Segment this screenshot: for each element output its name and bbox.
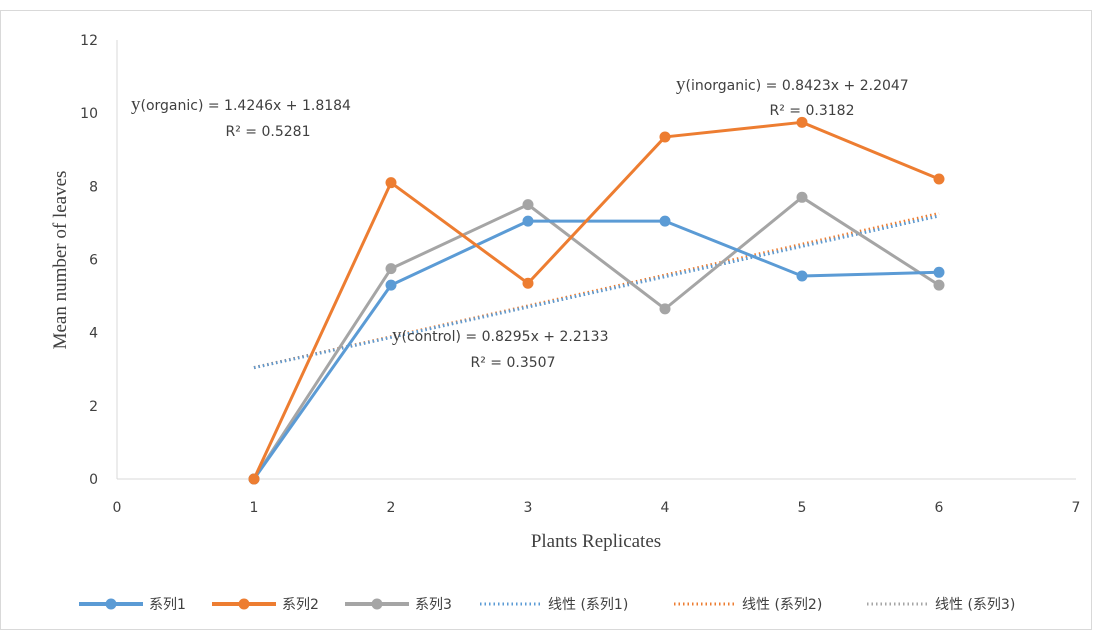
trendlines	[253, 211, 940, 370]
series-1-point	[659, 215, 671, 227]
chart-frame	[0, 10, 1092, 630]
legend-label: 系列1	[149, 597, 186, 613]
x-tick-label: 3	[524, 500, 533, 516]
x-tick-label: 4	[661, 500, 670, 516]
annotation-control-equation: (control) = 0.8295x + 2.2133	[402, 329, 609, 345]
series-3-point	[385, 263, 397, 275]
series-1-line	[252, 219, 940, 480]
series-2-line	[252, 120, 940, 480]
series-2-point	[796, 116, 808, 128]
series-2-point	[522, 277, 534, 289]
series-1-point	[385, 279, 397, 291]
x-tick-label: 2	[387, 500, 396, 516]
legend-item: 线性 (系列3)	[867, 597, 1015, 613]
series-1-point	[933, 266, 945, 278]
x-tick-label: 5	[798, 500, 807, 516]
y-tick-label: 10	[80, 106, 98, 122]
x-tick-label: 0	[113, 500, 122, 516]
annotation-control: y(control) = 0.8295x + 2.2133 R² = 0.350…	[392, 325, 608, 371]
series-3-point	[933, 279, 945, 291]
annotation-inorganic: y(inorganic) = 0.8423x + 2.2047 R² = 0.3…	[676, 74, 909, 119]
series-3-point	[659, 303, 671, 315]
series-3-point	[522, 199, 534, 211]
annotation-inorganic-r2: R² = 0.3182	[770, 103, 855, 119]
annotation-inorganic-equation: (inorganic) = 0.8423x + 2.2047	[686, 78, 909, 94]
annotation-control-y: y	[392, 325, 402, 346]
svg-text:y(inorganic) = 0.8423x + 2.204: y(inorganic) = 0.8423x + 2.2047	[676, 74, 909, 95]
legend-marker	[238, 598, 250, 610]
annotation-organic-r2: R² = 0.5281	[226, 124, 311, 140]
legend: 系列1 系列2 系列3 线性 (系列1) 线性 (系列2) 线性 (系列3)	[79, 597, 1015, 613]
legend-item: 系列2	[212, 597, 319, 613]
annotation-organic: y(organic) = 1.4246x + 1.8184 R² = 0.528…	[131, 94, 351, 140]
legend-label: 线性 (系列3)	[935, 597, 1015, 613]
svg-text:y(control) = 0.8295x + 2.2133: y(control) = 0.8295x + 2.2133	[392, 325, 608, 346]
legend-marker	[105, 598, 117, 610]
series-2-point	[933, 173, 945, 185]
y-tick-label: 0	[89, 472, 98, 488]
x-tick-label: 6	[935, 500, 944, 516]
legend-item: 线性 (系列1)	[480, 597, 628, 613]
y-tick-label: 6	[89, 253, 98, 269]
series-3-point	[796, 191, 808, 203]
legend-label: 系列3	[415, 597, 452, 613]
legend-item: 系列3	[345, 597, 452, 613]
series-markers	[248, 116, 945, 485]
legend-label: 系列2	[282, 597, 319, 613]
legend-label: 线性 (系列1)	[548, 597, 628, 613]
legend-label: 线性 (系列2)	[742, 597, 822, 613]
series-2-point	[659, 131, 671, 143]
y-axis-title: Mean number of leaves	[50, 171, 71, 350]
y-tick-label: 8	[89, 179, 98, 195]
svg-text:y(organic) = 1.4246x + 1.8184: y(organic) = 1.4246x + 1.8184	[131, 94, 351, 115]
x-axis-title: Plants Replicates	[531, 531, 661, 552]
series-lines	[252, 120, 940, 480]
annotation-organic-y: y	[131, 94, 141, 115]
annotation-control-r2: R² = 0.3507	[471, 355, 556, 371]
x-tick-label: 7	[1072, 500, 1081, 516]
annotation-inorganic-y: y	[676, 74, 686, 95]
legend-marker	[371, 598, 383, 610]
series-2-point	[248, 473, 260, 485]
series-2-point	[385, 177, 397, 189]
series-3-line	[252, 195, 940, 480]
annotation-organic-equation: (organic) = 1.4246x + 1.8184	[141, 98, 352, 114]
legend-item: 系列1	[79, 597, 186, 613]
series-1-point	[796, 270, 808, 282]
legend-item: 线性 (系列2)	[674, 597, 822, 613]
y-tick-label: 4	[89, 326, 98, 342]
x-tick-label: 1	[250, 500, 259, 516]
series-1-point	[522, 215, 534, 227]
y-tick-label: 12	[80, 33, 98, 49]
y-tick-label: 2	[89, 399, 98, 415]
